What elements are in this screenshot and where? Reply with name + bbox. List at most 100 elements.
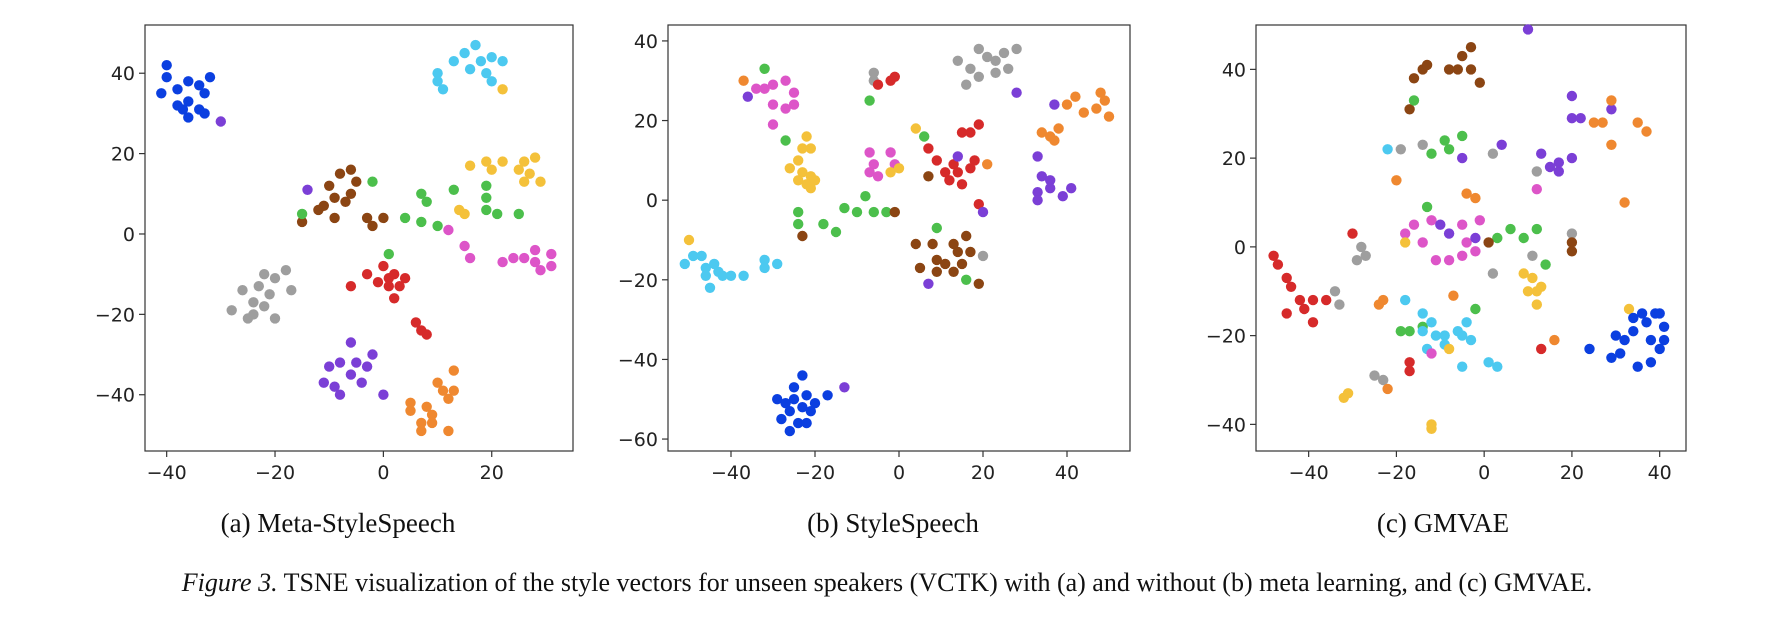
scatter-point-cyan bbox=[1439, 330, 1450, 341]
scatter-point-gray bbox=[965, 63, 976, 74]
scatter-point-cyan bbox=[464, 63, 476, 75]
y-tick-label: −60 bbox=[618, 429, 658, 451]
scatter-point-cyan bbox=[437, 84, 449, 95]
scatter-point-green bbox=[759, 63, 770, 74]
scatter-point-blue bbox=[797, 402, 808, 413]
scatter-point-orange bbox=[1470, 192, 1481, 204]
scatter-point-yellow bbox=[797, 167, 808, 178]
scatter-point-gray bbox=[237, 285, 248, 296]
scatter-point-gray bbox=[1329, 286, 1341, 297]
scatter-point-green bbox=[416, 188, 427, 199]
scatter-point-green bbox=[851, 206, 863, 218]
scatter-point-cyan bbox=[704, 282, 716, 293]
scatter-point-blue bbox=[805, 406, 816, 417]
scatter-point-orange bbox=[1049, 135, 1060, 146]
scatter-point-blue bbox=[1645, 334, 1657, 346]
scatter-point-yellow bbox=[801, 131, 812, 142]
scatter-point-brown bbox=[1421, 59, 1433, 71]
scatter-point-brown bbox=[1465, 64, 1477, 75]
scatter-point-purple bbox=[1470, 232, 1481, 244]
scatter-point-cyan bbox=[1417, 308, 1428, 319]
scatter-point-gray bbox=[242, 313, 254, 324]
scatter-point-orange bbox=[421, 401, 432, 412]
scatter-point-yellow bbox=[1623, 303, 1635, 315]
scatter-point-green bbox=[780, 135, 791, 146]
y-tick-label: −20 bbox=[95, 304, 135, 326]
scatter-point-green bbox=[448, 184, 459, 195]
scatter-point-green bbox=[881, 206, 892, 218]
scatter-point-brown bbox=[1483, 237, 1494, 248]
scatter-point-blue bbox=[177, 104, 189, 115]
scatter-point-gray bbox=[259, 301, 270, 312]
scatter-point-green bbox=[919, 131, 930, 142]
y-tick-label: −40 bbox=[95, 385, 135, 407]
scatter-point-gray bbox=[1334, 299, 1345, 310]
scatter-point-pink bbox=[759, 83, 770, 94]
scatter-point-purple bbox=[1566, 113, 1578, 124]
scatter-point-pink bbox=[459, 240, 470, 252]
scatter-point-orange bbox=[1099, 95, 1111, 106]
x-tick-label: −40 bbox=[147, 462, 187, 484]
scatter-point-orange bbox=[443, 425, 454, 437]
scatter-point-pink bbox=[546, 260, 557, 272]
scatter-point-cyan bbox=[738, 270, 749, 281]
scatter-point-pink bbox=[767, 119, 779, 130]
scatter-point-red bbox=[1536, 343, 1547, 355]
scatter-point-purple bbox=[329, 381, 340, 392]
scatter-point-purple bbox=[1457, 152, 1468, 164]
scatter-point-green bbox=[367, 176, 378, 187]
scatter-point-red bbox=[940, 167, 951, 178]
scatter-point-blue bbox=[183, 76, 194, 87]
scatter-point-brown bbox=[948, 266, 959, 277]
scatter-point-green bbox=[492, 208, 503, 220]
x-tick-label: 40 bbox=[1648, 462, 1672, 484]
scatter-point-yellow bbox=[885, 167, 896, 178]
scatter-point-red bbox=[345, 281, 357, 292]
figure-caption-text: TSNE visualization of the style vectors … bbox=[277, 568, 1593, 597]
scatter-point-pink bbox=[780, 103, 791, 114]
scatter-point-brown bbox=[931, 254, 942, 266]
scatter-point-yellow bbox=[910, 123, 921, 134]
scatter-point-brown bbox=[1465, 42, 1477, 53]
scatter-point-blue bbox=[1654, 343, 1665, 355]
scatter-point-pink bbox=[864, 167, 875, 178]
scatter-point-cyan bbox=[470, 39, 481, 51]
scatter-point-yellow bbox=[793, 175, 804, 186]
scatter-point-pink bbox=[443, 224, 454, 236]
scatter-point-pink bbox=[535, 265, 546, 276]
scatter-point-purple bbox=[923, 278, 934, 289]
scatter-point-purple bbox=[742, 91, 753, 102]
scatter-point-purple bbox=[1066, 183, 1077, 194]
scatter-point-pink bbox=[780, 75, 791, 86]
scatter-point-gray bbox=[961, 79, 972, 90]
scatter-point-red bbox=[1307, 294, 1319, 306]
scatter-point-yellow bbox=[497, 84, 508, 95]
scatter-point-orange bbox=[416, 417, 427, 429]
scatter-point-gray bbox=[868, 67, 879, 79]
scatter-point-yellow bbox=[486, 164, 497, 175]
y-tick-label: 20 bbox=[1222, 148, 1246, 170]
y-tick-label: 20 bbox=[111, 144, 135, 166]
scatter-point-blue bbox=[199, 108, 210, 119]
scatter-point-orange bbox=[1619, 197, 1630, 208]
scatter-point-brown bbox=[361, 212, 373, 224]
scatter-point-yellow bbox=[497, 156, 508, 167]
scatter-point-gray bbox=[952, 55, 963, 66]
scatter-point-orange bbox=[1378, 294, 1389, 306]
y-tick-label: −20 bbox=[1206, 326, 1246, 348]
scatter-point-yellow bbox=[513, 164, 524, 175]
scatter-point-green bbox=[839, 202, 850, 214]
scatter-point-orange bbox=[1053, 123, 1064, 134]
scatter-point-brown bbox=[1566, 237, 1578, 248]
scatter-point-brown bbox=[923, 171, 934, 182]
scatter-point-gray bbox=[280, 265, 292, 276]
scatter-point-gray bbox=[1351, 255, 1363, 266]
scatter-point-brown bbox=[797, 230, 808, 242]
scatter-point-green bbox=[399, 212, 411, 224]
scatter-point-red bbox=[969, 155, 980, 166]
scatter-point-gray bbox=[1360, 250, 1371, 261]
scatter-point-cyan bbox=[486, 52, 497, 63]
x-tick-label: −20 bbox=[255, 462, 295, 484]
scatter-point-green bbox=[868, 206, 879, 218]
